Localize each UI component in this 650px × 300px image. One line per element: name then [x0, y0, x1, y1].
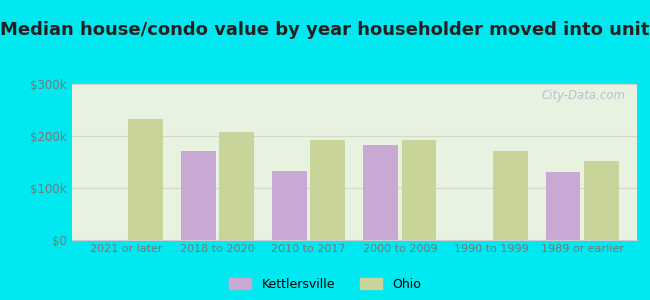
Bar [219, 132, 254, 240]
Bar [363, 145, 398, 240]
Bar [181, 151, 216, 240]
Bar [128, 119, 162, 240]
Bar [546, 172, 580, 240]
Bar [272, 171, 307, 240]
Text: Median house/condo value by year householder moved into unit: Median house/condo value by year househo… [0, 21, 650, 39]
Legend: Kettlersville, Ohio: Kettlersville, Ohio [229, 278, 421, 291]
Bar [402, 140, 436, 240]
Bar [493, 151, 528, 240]
Bar [311, 140, 345, 240]
Bar [584, 161, 619, 240]
Text: City-Data.com: City-Data.com [541, 89, 626, 102]
